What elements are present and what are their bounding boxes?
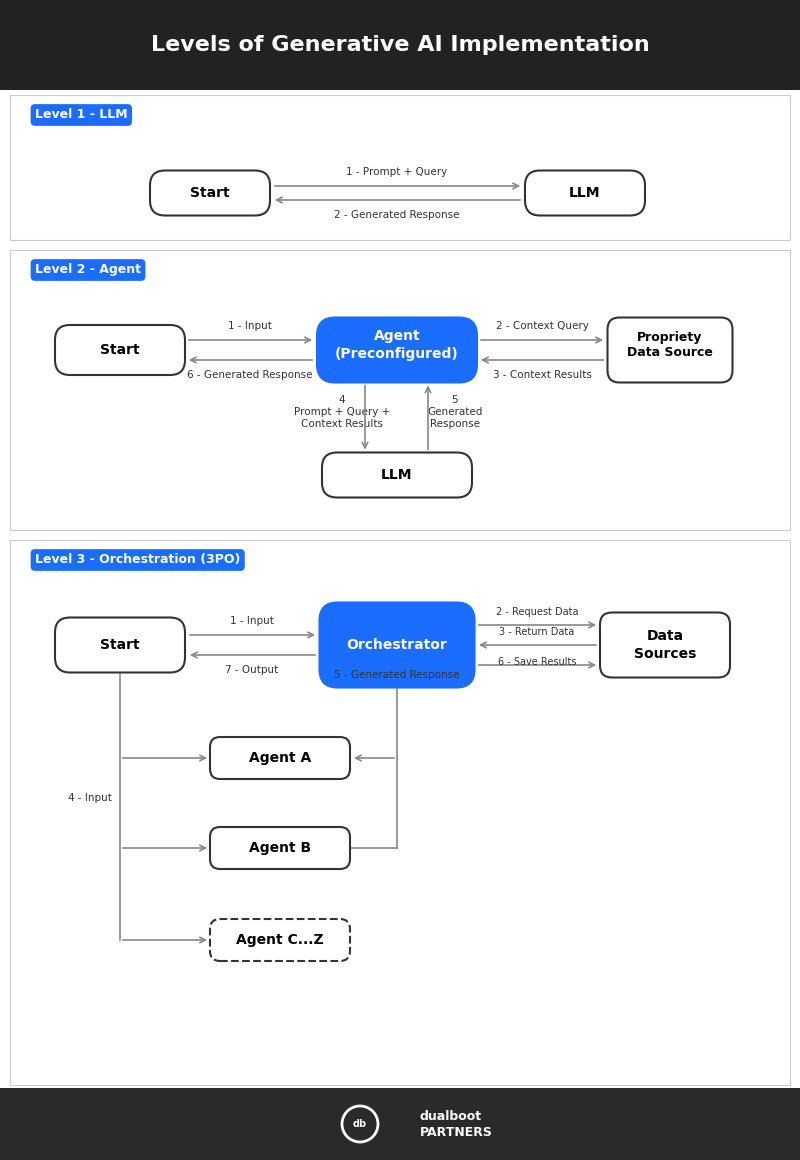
FancyBboxPatch shape <box>55 325 185 375</box>
Text: LLM: LLM <box>382 467 413 483</box>
Text: Agent C...Z: Agent C...Z <box>236 933 324 947</box>
Text: 2 - Generated Response: 2 - Generated Response <box>334 210 460 220</box>
Text: 2 - Context Query: 2 - Context Query <box>495 321 589 331</box>
Text: 2 - Request Data: 2 - Request Data <box>496 607 578 617</box>
Text: Agent A: Agent A <box>249 751 311 764</box>
FancyBboxPatch shape <box>607 318 733 383</box>
Bar <box>10 95 790 240</box>
Text: Level 2 - Agent: Level 2 - Agent <box>35 263 141 276</box>
Text: db: db <box>353 1119 367 1129</box>
Text: Level 1 - LLM: Level 1 - LLM <box>35 109 128 122</box>
Text: dualboot
PARTNERS: dualboot PARTNERS <box>420 1109 493 1138</box>
Bar <box>0 1088 800 1160</box>
Text: Orchestrator: Orchestrator <box>346 638 447 652</box>
Text: LLM: LLM <box>570 186 601 200</box>
FancyBboxPatch shape <box>210 919 350 960</box>
Text: Start: Start <box>100 343 140 357</box>
Text: 7 - Output: 7 - Output <box>226 665 278 675</box>
Text: 5 - Generated Response: 5 - Generated Response <box>334 669 460 680</box>
Text: Agent B: Agent B <box>249 841 311 855</box>
Text: 1 - Input: 1 - Input <box>228 321 272 331</box>
Text: Propriety
Data Source: Propriety Data Source <box>627 331 713 360</box>
Bar <box>10 541 790 1085</box>
FancyBboxPatch shape <box>525 171 645 216</box>
Text: 1 - Input: 1 - Input <box>230 616 274 626</box>
Text: Start: Start <box>190 186 230 200</box>
Text: Agent
(Preconfigured): Agent (Preconfigured) <box>335 329 459 361</box>
Text: Data
Sources: Data Sources <box>634 630 696 661</box>
Bar <box>0 0 800 90</box>
FancyBboxPatch shape <box>210 737 350 780</box>
Text: Levels of Generative AI Implementation: Levels of Generative AI Implementation <box>150 35 650 55</box>
Text: 6 - Save Results: 6 - Save Results <box>498 657 576 667</box>
Text: 5
Generated
Response: 5 Generated Response <box>427 394 482 429</box>
Text: 6 - Generated Response: 6 - Generated Response <box>187 370 313 380</box>
Text: 1 - Prompt + Query: 1 - Prompt + Query <box>346 167 448 177</box>
FancyBboxPatch shape <box>319 602 474 688</box>
FancyBboxPatch shape <box>317 318 477 383</box>
Bar <box>10 251 790 530</box>
Text: 4 - Input: 4 - Input <box>68 793 112 803</box>
Text: 4
Prompt + Query +
Context Results: 4 Prompt + Query + Context Results <box>294 394 390 429</box>
Text: Level 3 - Orchestration (3PO): Level 3 - Orchestration (3PO) <box>35 553 240 566</box>
Text: Start: Start <box>100 638 140 652</box>
FancyBboxPatch shape <box>600 612 730 677</box>
FancyBboxPatch shape <box>322 452 472 498</box>
Text: 3 - Context Results: 3 - Context Results <box>493 370 591 380</box>
FancyBboxPatch shape <box>210 827 350 869</box>
Text: 3 - Return Data: 3 - Return Data <box>499 628 574 637</box>
FancyBboxPatch shape <box>55 617 185 673</box>
FancyBboxPatch shape <box>150 171 270 216</box>
